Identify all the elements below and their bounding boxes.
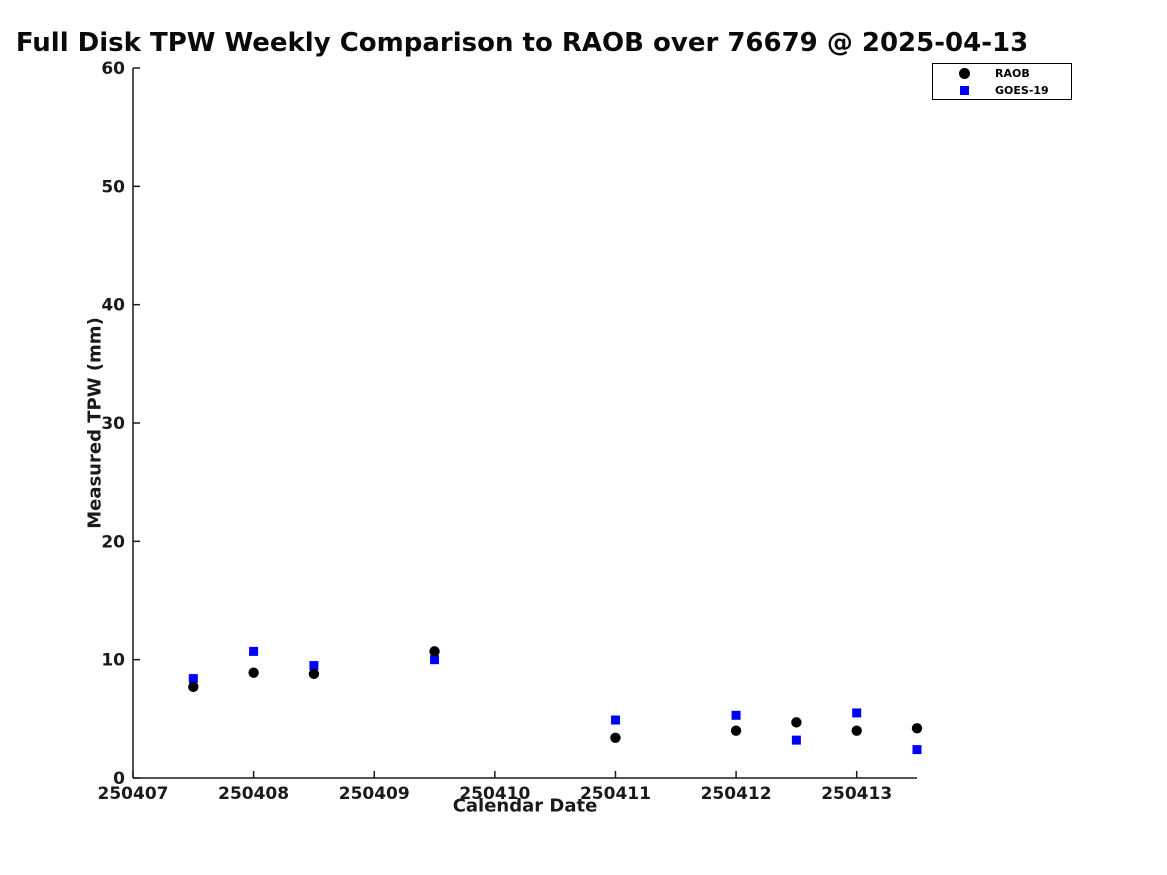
goes19-point <box>731 710 741 720</box>
raob-point <box>730 725 742 736</box>
raob-point <box>188 681 199 693</box>
y-tick-label: 60 <box>101 59 125 79</box>
y-tick-label: 10 <box>101 651 125 671</box>
y-tick-label: 40 <box>101 296 125 316</box>
raob-point <box>791 717 802 728</box>
x-tick-label: 250413 <box>821 784 892 804</box>
y-tick-label: 30 <box>101 414 125 434</box>
y-tick-label: 0 <box>113 769 125 789</box>
legend: RAOB GOES-19 <box>932 63 1072 100</box>
goes19-point <box>852 708 862 718</box>
goes19-square-icon <box>959 85 969 95</box>
legend-entry-goes19: GOES-19 <box>933 82 1071 98</box>
raob-point <box>851 725 862 736</box>
x-tick-label: 250411 <box>580 784 651 804</box>
raob-circle-icon <box>958 67 970 79</box>
x-tick-label: 250410 <box>459 784 530 804</box>
goes19-point <box>430 655 440 665</box>
raob-point <box>308 668 320 680</box>
x-tick-label: 250412 <box>701 784 772 804</box>
goes19-point <box>791 735 801 745</box>
chart-title: Full Disk TPW Weekly Comparison to RAOB … <box>15 28 1029 58</box>
y-tick-label: 50 <box>101 177 125 197</box>
legend-label-goes19: GOES-19 <box>995 83 1049 97</box>
raob-point <box>911 723 923 734</box>
legend-label-raob: RAOB <box>995 66 1030 80</box>
x-axis-label: Calendar Date <box>452 795 598 817</box>
goes19-point <box>912 745 922 755</box>
raob-point <box>248 667 259 678</box>
goes19-point <box>610 715 620 725</box>
x-tick-label: 250408 <box>218 784 289 804</box>
raob-point <box>429 646 440 657</box>
x-tick-label: 250409 <box>339 784 410 804</box>
goes19-point <box>309 661 319 671</box>
goes19-point <box>188 674 198 684</box>
y-tick-label: 20 <box>101 532 125 552</box>
legend-entry-raob: RAOB <box>933 65 1071 81</box>
raob-point <box>610 732 621 743</box>
x-tick-label: 250407 <box>98 784 169 804</box>
goes19-point <box>249 646 259 656</box>
